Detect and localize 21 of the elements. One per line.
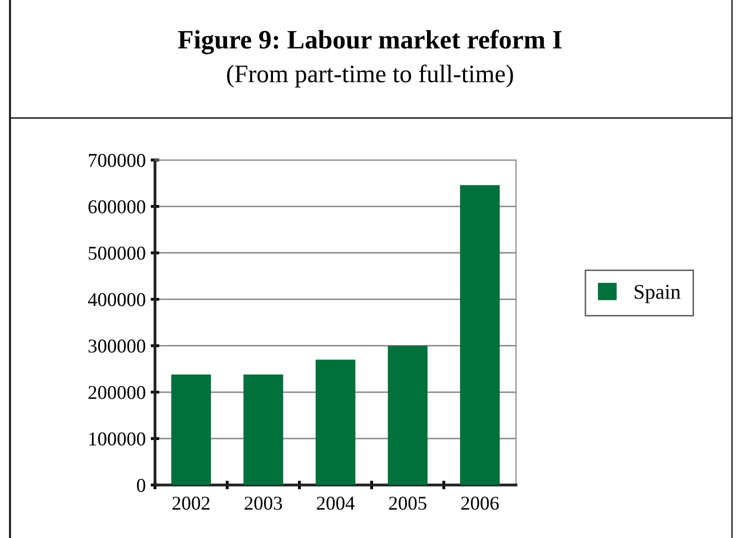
y-tick-label: 200000 <box>88 386 146 400</box>
bar <box>243 374 284 485</box>
y-tick-label: 600000 <box>88 200 146 214</box>
y-tick-label: 100000 <box>89 432 146 446</box>
chart-title: Figure 9: Labour market reform I <box>178 30 562 54</box>
bar <box>171 374 211 485</box>
bar <box>316 360 356 485</box>
x-tick-label: 2003 <box>244 496 282 510</box>
x-tick-label: 2006 <box>461 496 499 510</box>
x-tick-label: 2004 <box>316 496 355 510</box>
chart-subtitle: (From part-time to full-time) <box>227 64 513 88</box>
x-tick-label: 2005 <box>389 496 426 510</box>
bar <box>460 185 500 485</box>
y-tick-label: 700000 <box>88 154 146 167</box>
y-tick-label: 0 <box>136 478 146 492</box>
x-tick-label: 2002 <box>172 496 210 510</box>
legend-label: Spain <box>634 284 680 304</box>
bar <box>388 346 428 485</box>
y-tick-label: 500000 <box>88 246 146 260</box>
y-tick-label: 300000 <box>88 340 146 353</box>
y-tick-label: 400000 <box>88 293 146 306</box>
